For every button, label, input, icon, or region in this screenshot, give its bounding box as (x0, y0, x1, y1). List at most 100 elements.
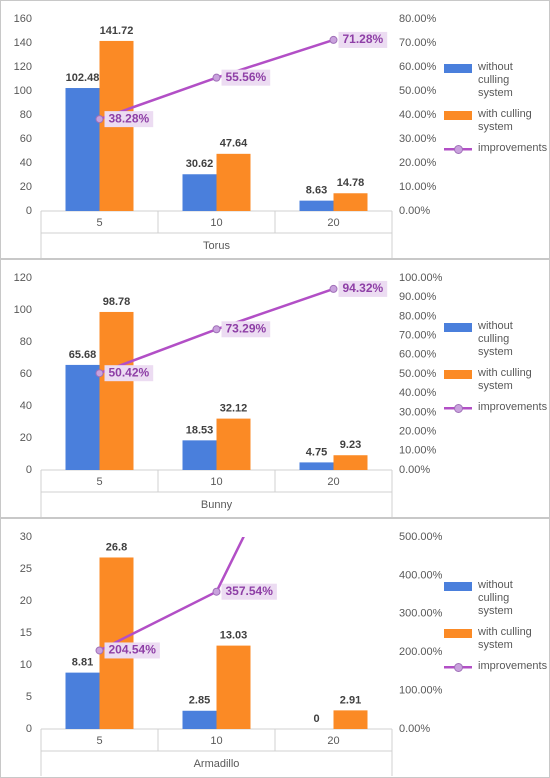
line-value-label: 50.42% (109, 365, 150, 379)
bar-value-label: 26.8 (106, 541, 127, 553)
y2-tick-label: 100.00% (399, 685, 443, 697)
legend-label: without culling system (478, 320, 513, 358)
legend-item: improvements (444, 401, 547, 414)
y2-tick-label: 300.00% (399, 608, 443, 620)
line-value-label: 71.28% (343, 32, 384, 46)
legend-item: with culling system (444, 108, 538, 134)
line-marker (95, 646, 104, 655)
x-tick-label: 10 (210, 476, 222, 488)
value-label-bg (338, 31, 388, 48)
x-tick-label: 10 (210, 735, 222, 747)
y-tick-label: 120 (14, 272, 32, 284)
y2-tick-label: 60.00% (399, 61, 437, 73)
y2-tick-label: 100.00% (399, 272, 443, 284)
legend-item: without culling system (444, 579, 538, 618)
y-tick-label: 60 (20, 368, 32, 380)
x-axis-title: Bunny (201, 499, 233, 511)
bar-value-label: 47.64 (220, 138, 248, 150)
y2-tick-label: 0.00% (399, 723, 430, 735)
y-tick-label: 40 (20, 157, 32, 169)
y-tick-label: 100 (14, 85, 32, 97)
line-marker (95, 115, 104, 124)
y-tick-label: 80 (20, 109, 32, 121)
bar (216, 153, 251, 211)
y2-tick-label: 0.00% (399, 464, 430, 476)
bar (65, 364, 100, 470)
legend-item: without culling system (444, 320, 538, 359)
legend-item: with culling system (444, 626, 538, 652)
y2-tick-label: 200.00% (399, 646, 443, 658)
legend-swatch (444, 404, 472, 413)
y-tick-label: 10 (20, 659, 32, 671)
y2-tick-label: 70.00% (399, 37, 437, 49)
y-tick-label: 100 (14, 304, 32, 316)
legend-label: improvements (478, 142, 548, 154)
legend-label: without culling system (478, 61, 513, 99)
bar (65, 88, 100, 211)
legend-swatch (444, 370, 472, 379)
value-label-bg (221, 321, 271, 338)
value-label-bg (338, 280, 388, 297)
value-label-bg (104, 642, 160, 659)
y-tick-label: 0 (26, 464, 32, 476)
y-tick-label: 140 (14, 37, 32, 49)
line-value-label: 55.56% (226, 70, 267, 84)
y-tick-label: 5 (26, 691, 32, 703)
y-tick-label: 160 (14, 13, 32, 25)
line-value-label: 204.54% (109, 643, 157, 657)
x-axis-title: Armadillo (194, 758, 240, 770)
y-tick-label: 60 (20, 133, 32, 145)
legend-label: with culling system (478, 626, 532, 651)
y-tick-label: 15 (20, 627, 32, 639)
value-label-bg (104, 365, 154, 382)
bar-value-label: 8.63 (306, 185, 327, 197)
bar (299, 200, 334, 211)
bar-value-label: 30.62 (186, 158, 214, 170)
y2-tick-label: 0.00% (399, 205, 430, 217)
x-tick-label: 20 (327, 217, 339, 229)
legend: without culling system with culling syste… (444, 61, 548, 163)
bar-value-label: 0 (313, 713, 319, 725)
y2-tick-label: 20.00% (399, 426, 437, 438)
line-marker (95, 369, 104, 378)
y-tick-label: 0 (26, 205, 32, 217)
line-group (95, 537, 245, 655)
y2-tick-label: 500.00% (399, 531, 443, 543)
bar-value-label: 14.78 (337, 177, 365, 189)
legend-swatch (444, 323, 472, 332)
y2-tick-label: 90.00% (399, 291, 437, 303)
y2-tick-label: 40.00% (399, 387, 437, 399)
legend-dot (454, 663, 463, 672)
legend-dot (454, 145, 463, 154)
y2-tick-label: 50.00% (399, 85, 437, 97)
y2-tick-label: 10.00% (399, 445, 437, 457)
line-value-label: 94.32% (343, 281, 384, 295)
chart: 0 20 40 60 80 100 120 0.00% 10.00% 20.00% 30.00% 40… (14, 272, 443, 517)
chart-panel: 0 20 40 60 80 100 120 0.00% 10.00% 20.00% 30.00% 40… (0, 259, 550, 518)
legend-label: without culling system (478, 579, 513, 617)
line-group (95, 35, 338, 124)
chart: 0 20 40 60 80 100 120 140 160 0.00% 10.00% 20.00% 30… (14, 13, 437, 258)
x-tick-label: 5 (96, 217, 102, 229)
line-group (95, 284, 338, 378)
legend-swatch (444, 145, 472, 154)
bar (333, 455, 368, 470)
legend-item: without culling system (444, 61, 538, 100)
y2-tick-label: 80.00% (399, 13, 437, 25)
line-marker (212, 325, 221, 334)
line-marker (329, 35, 338, 44)
line-value-label: 357.54% (226, 584, 274, 598)
x-tick-label: 5 (96, 476, 102, 488)
legend-item: with culling system (444, 367, 538, 393)
legend-swatch (444, 111, 472, 120)
bar-value-label: 102.48 (66, 72, 100, 84)
y-tick-label: 40 (20, 400, 32, 412)
y2-tick-label: 10.00% (399, 181, 437, 193)
legend-item: improvements (444, 142, 548, 155)
line-marker (212, 587, 221, 596)
value-label-bg (221, 583, 277, 600)
bar (216, 645, 251, 729)
legend-label: improvements (478, 660, 548, 672)
y2-tick-label: 30.00% (399, 133, 437, 145)
